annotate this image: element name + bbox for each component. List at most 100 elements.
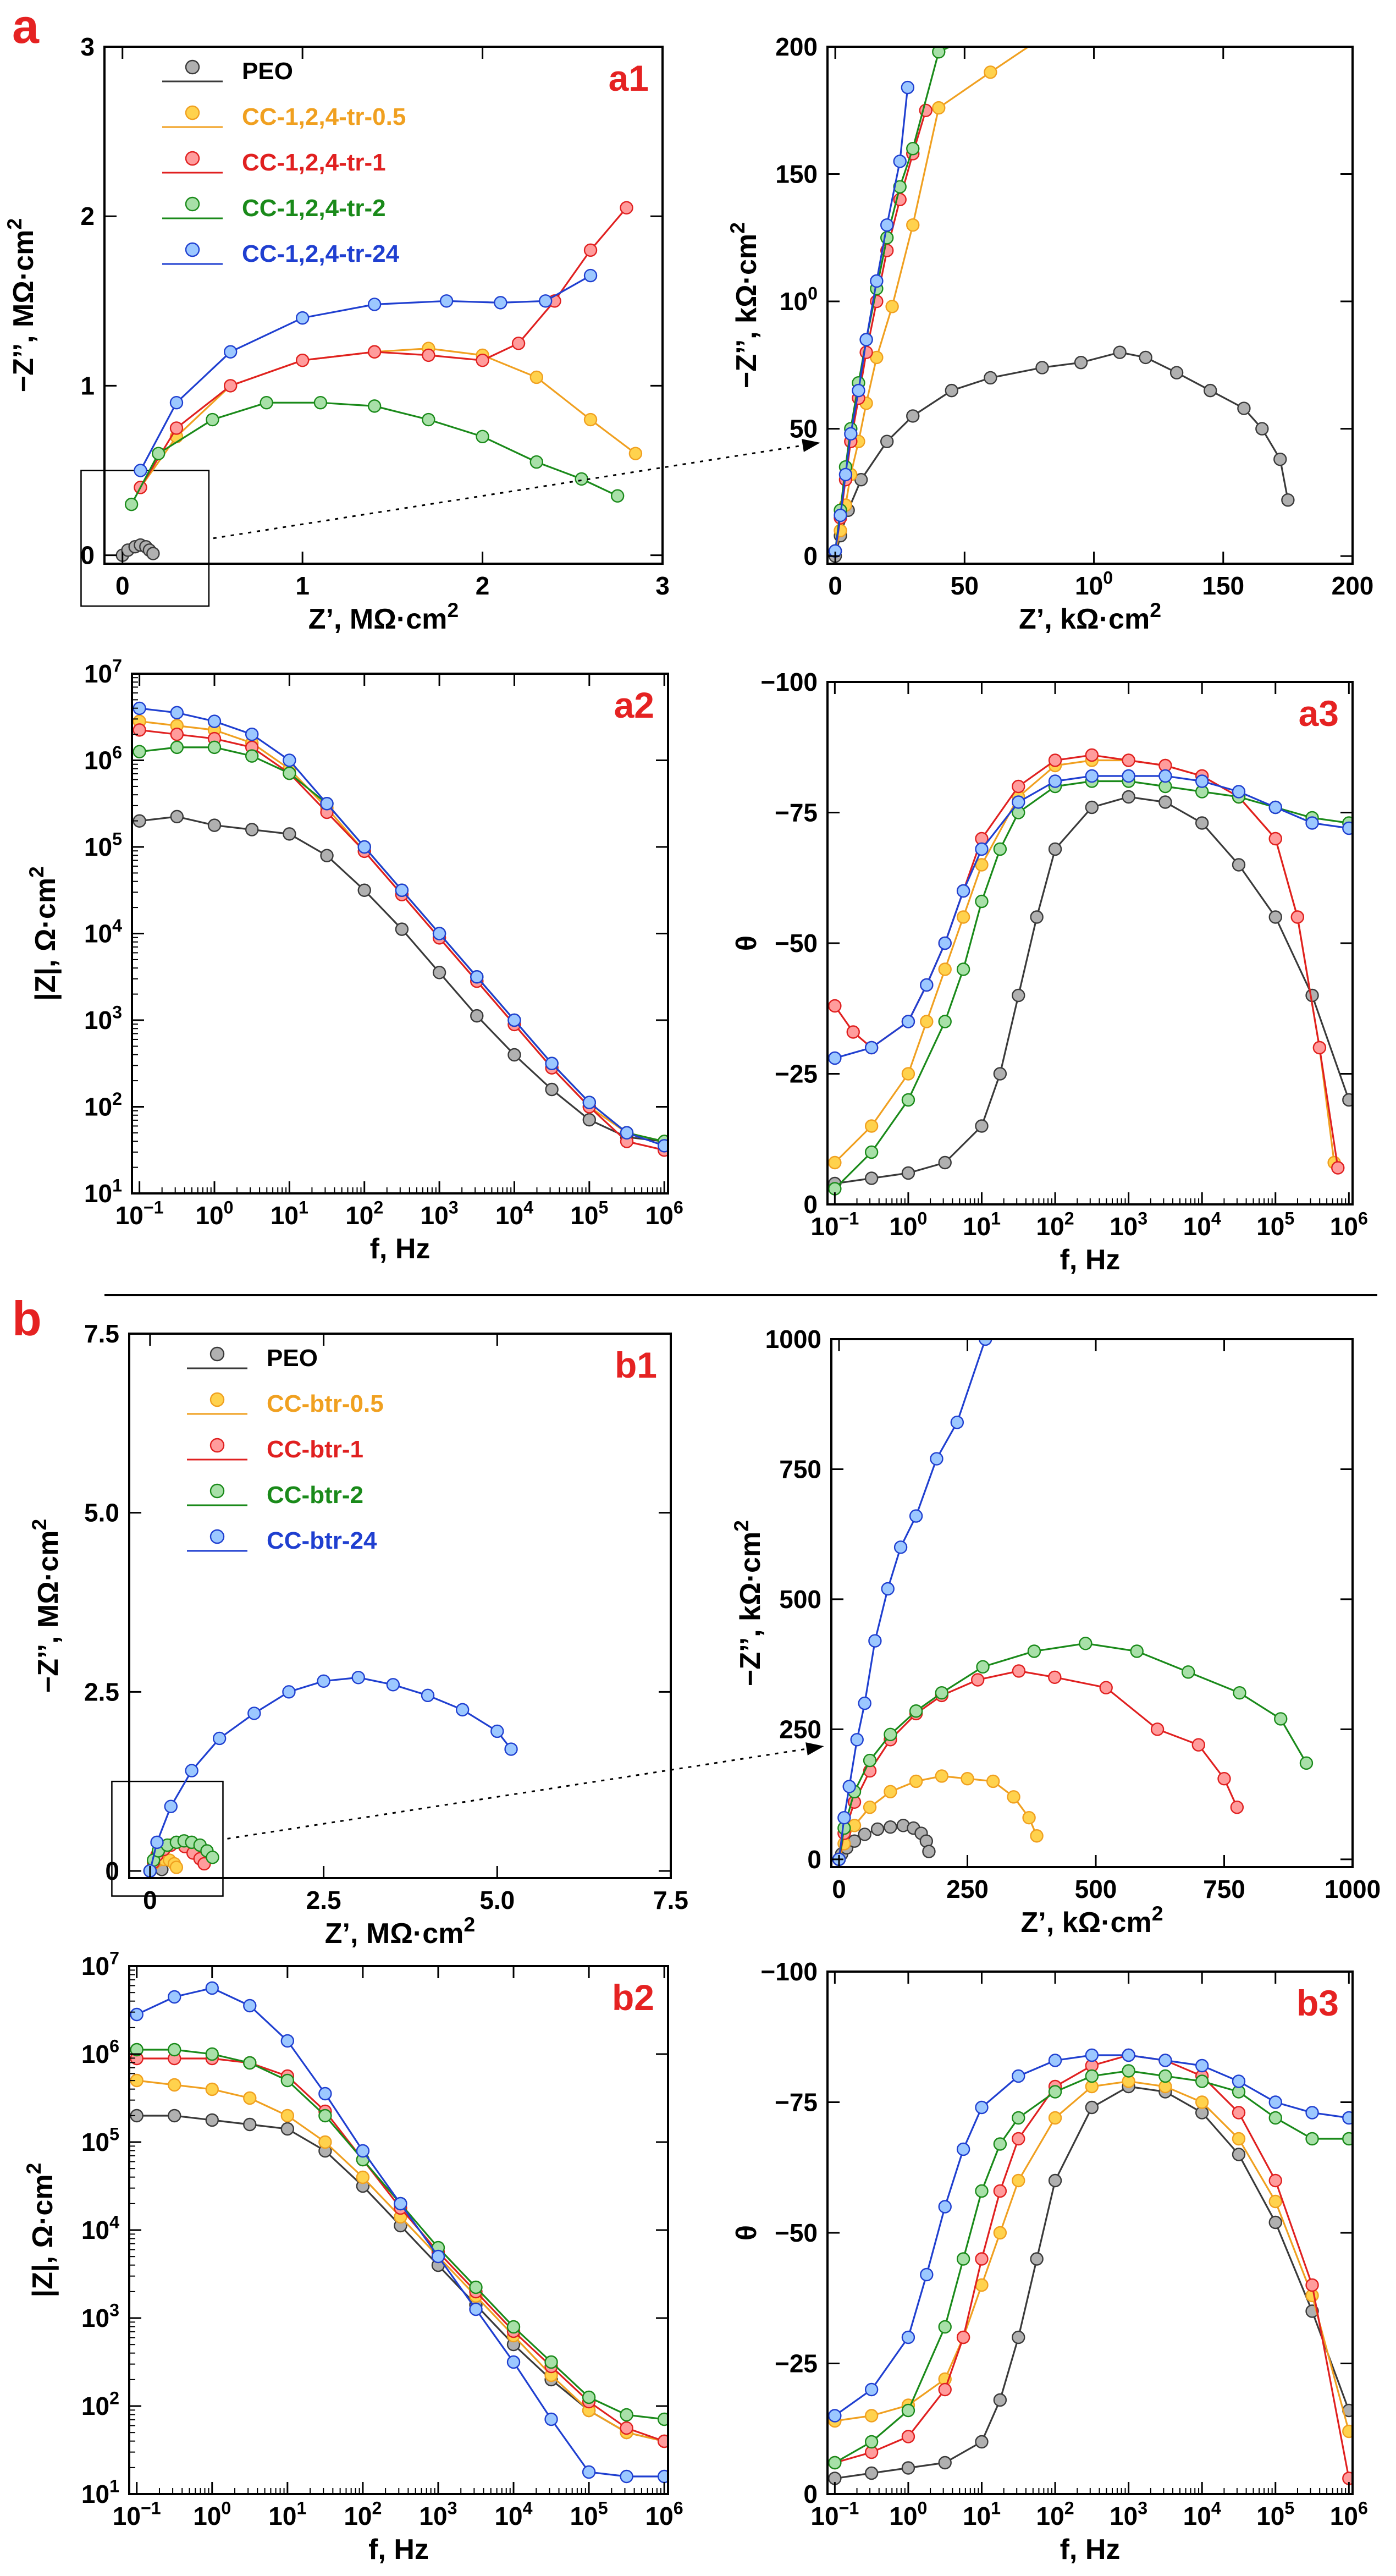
x-tick-label: 103 xyxy=(419,2498,457,2530)
data-point-s24 xyxy=(1342,821,1353,835)
data-point-s24 xyxy=(842,1780,856,1793)
data-point-s24 xyxy=(1048,774,1062,788)
data-point-s2 xyxy=(620,2408,633,2422)
data-point-s24 xyxy=(909,1509,923,1523)
data-point-s1 xyxy=(367,345,382,359)
plot-frame xyxy=(830,1338,1354,1868)
data-point-s24 xyxy=(880,218,894,232)
x-tick-label: 105 xyxy=(570,2498,608,2530)
data-point-s24 xyxy=(881,1582,895,1596)
data-point-s24 xyxy=(920,2267,934,2282)
data-point-s24 xyxy=(494,296,507,310)
y-tick-label: 102 xyxy=(81,2388,119,2420)
y-tick-label: 101 xyxy=(84,1176,122,1208)
chart-b1: 0 2.5 5.0 7.5 0 2.5 5.0 7.5 Z’, MΩ·cm2 −Z’’, MΩ·c… xyxy=(27,1319,688,1950)
data-point-s2 xyxy=(1079,1637,1092,1650)
y-tick-label: 106 xyxy=(84,742,122,774)
data-point-s2 xyxy=(207,740,222,755)
data-point-s24 xyxy=(280,2034,295,2048)
data-point-s24 xyxy=(439,294,454,308)
data-point-s05 xyxy=(280,2109,295,2123)
data-point-s2 xyxy=(280,2073,295,2088)
data-point-s05 xyxy=(1268,2194,1282,2209)
data-point-s05 xyxy=(956,910,970,924)
chart-b1-frame: 0 2.5 5.0 7.5 0 2.5 5.0 7.5 Z’, MΩ·cm2 −Z’’, MΩ·c… xyxy=(27,1319,688,1950)
chart-b1-zoom-box xyxy=(111,1780,224,1897)
data-point-s24 xyxy=(490,1724,504,1738)
data-point-s24 xyxy=(431,2249,445,2264)
data-point-PEO xyxy=(1048,842,1062,856)
data-point-s2 xyxy=(901,2403,915,2418)
data-point-s24 xyxy=(938,936,952,950)
data-point-s1 xyxy=(223,379,238,393)
data-point-s2 xyxy=(1048,2085,1062,2099)
data-point-PEO xyxy=(1273,452,1287,466)
zoom-connector-line xyxy=(227,1748,807,1840)
data-point-s24 xyxy=(1232,785,1246,799)
data-point-s05 xyxy=(864,2409,879,2423)
data-point-s24 xyxy=(185,1764,198,1777)
data-point-PEO xyxy=(1268,2215,1282,2230)
y-axis-label: |Z|, Ω·cm2 xyxy=(22,2163,59,2298)
y-tick-label: 105 xyxy=(84,829,122,861)
data-point-s24 xyxy=(1232,2074,1246,2088)
data-point-s24 xyxy=(545,1056,559,1070)
x-tick-label: 5.0 xyxy=(479,1886,515,1914)
data-point-PEO xyxy=(507,1048,521,1062)
x-tick-label: 100 xyxy=(1075,568,1113,600)
data-point-s24 xyxy=(837,1810,851,1825)
data-point-s24 xyxy=(1158,769,1172,783)
chart-a2-marks xyxy=(133,701,668,1157)
data-point-s2 xyxy=(975,2184,989,2198)
data-point-s1 xyxy=(1217,1772,1231,1786)
y-axis-label: θ xyxy=(731,935,763,951)
panel-tag-a2: a2 xyxy=(614,685,654,725)
x-tick-label: 0 xyxy=(115,571,130,600)
data-point-s24 xyxy=(207,714,222,728)
data-point-s24 xyxy=(150,1835,164,1850)
x-axis-label: f, Hz xyxy=(370,1233,431,1265)
chart-a3: 10−1 100 101 102 103 104 105 106 0 −25 −50 −75 −100 f… xyxy=(731,668,1368,1276)
y-tick-label: 2.5 xyxy=(84,1677,119,1706)
data-point-s05 xyxy=(906,218,920,232)
series-line-s05 xyxy=(140,347,636,488)
data-point-s2 xyxy=(422,412,435,427)
panel-tag-b2: b2 xyxy=(612,1977,654,2018)
data-point-s24 xyxy=(1342,2111,1353,2125)
data-point-PEO xyxy=(1030,2252,1044,2266)
series-line-s24 xyxy=(834,87,909,552)
data-point-s24 xyxy=(538,294,553,308)
data-point-s24 xyxy=(1085,769,1099,783)
data-point-s24 xyxy=(956,884,970,898)
data-point-s24 xyxy=(317,1674,330,1688)
data-point-PEO xyxy=(1012,988,1025,1003)
data-point-s1 xyxy=(1191,1738,1206,1752)
data-point-s2 xyxy=(938,2320,952,2334)
x-tick-label: 102 xyxy=(1036,1209,1074,1241)
data-point-s24 xyxy=(470,970,484,984)
x-axis-label: f, Hz xyxy=(368,2534,429,2566)
x-tick-label: 3 xyxy=(655,571,670,600)
data-point-PEO xyxy=(470,1009,484,1023)
data-point-s24 xyxy=(395,883,409,897)
data-point-PEO xyxy=(1085,800,1099,814)
data-point-s1 xyxy=(620,2421,633,2435)
y-tick-label: 107 xyxy=(84,656,122,688)
data-point-PEO xyxy=(1139,350,1152,365)
x-tick-label: 105 xyxy=(1256,2498,1294,2530)
chart-a3-marks xyxy=(828,748,1353,1196)
x-tick-label: 1000 xyxy=(1325,1875,1381,1903)
x-tick-label: 500 xyxy=(1075,1875,1117,1903)
legend-marker-PEO xyxy=(209,1346,225,1362)
x-tick-label: 150 xyxy=(1202,571,1244,600)
legend-label-s24: CC-1,2,4-tr-24 xyxy=(242,240,400,267)
data-point-s24 xyxy=(901,80,915,95)
data-point-s2 xyxy=(544,2355,558,2369)
data-point-s2 xyxy=(975,894,989,909)
data-point-PEO xyxy=(146,547,160,560)
data-point-s24 xyxy=(455,1703,470,1717)
data-point-s2 xyxy=(1342,2132,1353,2146)
y-tick-label: 104 xyxy=(84,916,122,948)
x-tick-label: 103 xyxy=(1110,2498,1147,2530)
